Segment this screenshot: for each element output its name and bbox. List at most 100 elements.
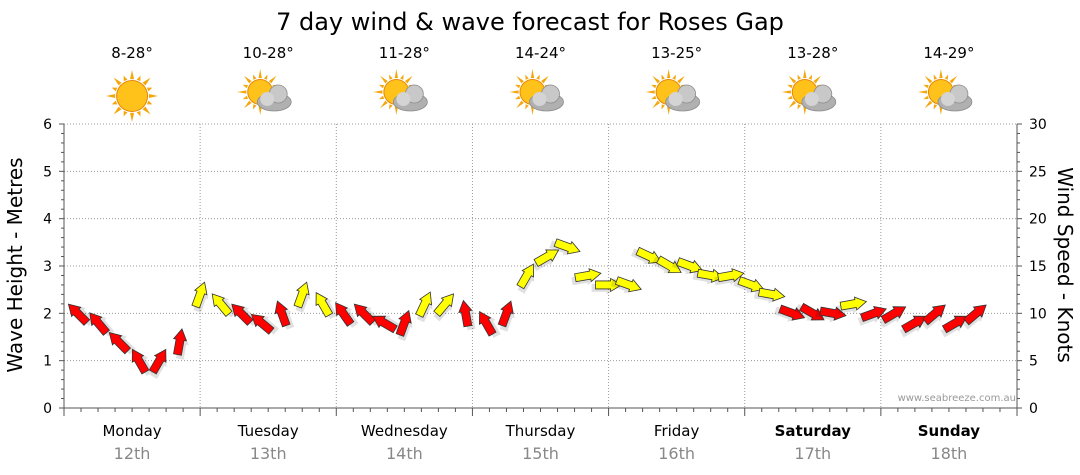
arrow-shape [676, 257, 704, 274]
arrow-shape [553, 238, 581, 255]
arrow-shape [798, 302, 825, 321]
arrow-shape [211, 293, 233, 317]
sun-ray [541, 75, 549, 84]
sun-ray [651, 95, 657, 100]
temperature-range: 14-24° [515, 44, 566, 62]
arrow-shape [395, 309, 412, 337]
temperature-range: 10-28° [243, 44, 294, 62]
wind-arrow [692, 268, 725, 285]
wind-arrow [250, 313, 279, 335]
arrow-shape [717, 268, 745, 283]
wind-arrows [67, 238, 987, 379]
arrow-shape [108, 331, 132, 355]
sun-ray [252, 104, 257, 110]
sun-ray [400, 74, 404, 80]
wind-arrow [631, 246, 662, 265]
temperature-range: 8-28° [111, 44, 153, 62]
sun-ray [939, 69, 943, 79]
day-date: 18th [931, 444, 968, 463]
day-name: Wednesday [361, 422, 448, 440]
sun-ray [666, 69, 671, 79]
wind-arrow [89, 312, 115, 337]
partly-cloudy-icon [237, 69, 292, 115]
arrow-shape [497, 300, 514, 328]
day-date: 12th [114, 444, 151, 463]
sun-ray [268, 75, 277, 84]
left-axis-title: Wave Height - Metres [3, 157, 27, 372]
sun-ray [944, 74, 949, 80]
sun-ray [516, 75, 524, 84]
day-date: 17th [794, 444, 831, 463]
wind-arrow [274, 300, 295, 330]
wind-arrow [549, 238, 581, 256]
sun-ray [380, 100, 388, 109]
sun-ray [797, 74, 802, 80]
wind-arrow [836, 296, 868, 314]
sun-ray [380, 75, 388, 84]
cloud-puff [804, 92, 819, 106]
wind-arrow [415, 291, 433, 323]
right-tick-label: 30 [1029, 117, 1047, 133]
sun-ray [113, 77, 122, 86]
arrow-shape [757, 287, 786, 302]
left-tick-label: 2 [43, 306, 52, 322]
sun-ray [803, 69, 807, 79]
sun-ray [530, 69, 535, 79]
day-date: 13th [250, 444, 287, 463]
arrow-shape [574, 268, 602, 283]
wind-arrow [211, 293, 237, 318]
temperature-range: 11-28° [379, 44, 430, 62]
arrow-shape [479, 310, 497, 337]
sun-ray [923, 84, 929, 89]
partly-cloudy-icon [917, 69, 973, 115]
arrow-shape [131, 348, 150, 375]
arrow-shape [963, 304, 987, 326]
wind-arrow [794, 302, 825, 321]
sun-ray [677, 75, 685, 84]
sun-ray [536, 74, 540, 80]
sun-ray [509, 90, 519, 94]
arrow-shape [737, 276, 765, 293]
sun-ray [242, 84, 249, 89]
sun-ray [917, 90, 928, 94]
sun-ray [252, 74, 257, 80]
arrow-shape [941, 315, 968, 334]
cloud-puff [532, 92, 547, 106]
right-tick-label: 25 [1029, 164, 1047, 180]
sun-ray [263, 74, 268, 80]
day-labels: Monday 12th Tuesday 13th Wednesday 14th Thursd… [102, 422, 980, 463]
cloud-puff [260, 92, 275, 106]
sun-ray [136, 110, 141, 117]
sun-ray [123, 110, 128, 117]
wind-arrow [571, 268, 602, 286]
wind-arrow [148, 348, 167, 379]
sun-ray [123, 75, 128, 82]
wind-arrow [815, 306, 847, 323]
right-axis-title: Wind Speed - Knots [1053, 167, 1077, 363]
wind-arrow [108, 331, 136, 355]
wind-arrow [231, 303, 258, 327]
temperature-range: 13-25° [651, 44, 702, 62]
sun-ray [924, 100, 933, 109]
sun-icon [106, 70, 159, 122]
wind-arrow [479, 310, 501, 339]
sun-ray [394, 69, 399, 79]
sun-ray [113, 106, 122, 115]
sun-ray [378, 95, 385, 100]
sun-ray [933, 74, 938, 80]
arrow-shape [274, 300, 291, 328]
arrow-shape [656, 255, 682, 274]
sun-ray [389, 104, 393, 110]
sun-ray [787, 95, 793, 100]
sun-ray [111, 87, 118, 92]
arrow-shape [231, 303, 254, 326]
sun-ray [787, 84, 793, 89]
wind-arrow [591, 277, 623, 295]
arrow-shape [533, 249, 560, 268]
sun-ray [788, 75, 797, 84]
sun-ray [672, 74, 676, 80]
wind-arrow [733, 276, 765, 294]
sun-ray [514, 84, 521, 89]
wind-arrow [940, 315, 968, 338]
sun-ray [788, 100, 797, 109]
